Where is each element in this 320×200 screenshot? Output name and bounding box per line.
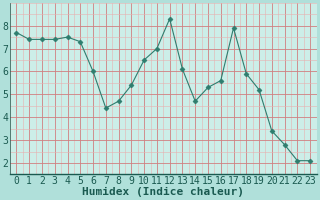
X-axis label: Humidex (Indice chaleur): Humidex (Indice chaleur) <box>82 187 244 197</box>
